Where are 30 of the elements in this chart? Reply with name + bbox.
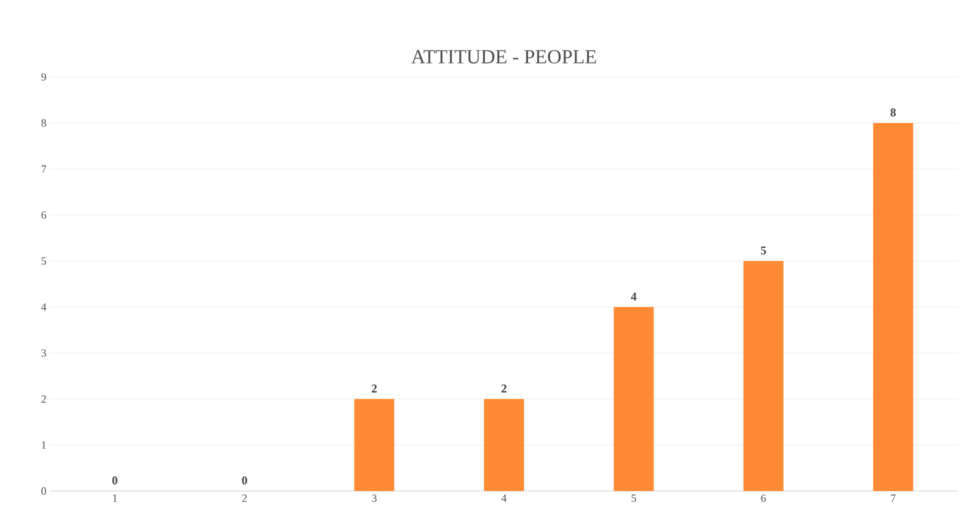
x-tick-label: 2: [242, 494, 247, 502]
x-tick-label: 3: [372, 494, 377, 502]
y-tick-label: 5: [42, 257, 46, 265]
y-tick-label: 7: [42, 165, 46, 173]
x-tick-label: 6: [761, 494, 766, 502]
bar: [354, 399, 394, 491]
y-tick-label: 9: [41, 73, 46, 81]
y-tick-label: 2: [41, 395, 46, 403]
data-label: 0: [242, 476, 248, 484]
bar: [743, 261, 784, 491]
bar: [614, 307, 654, 491]
y-tick-label: 4: [41, 303, 46, 311]
bar: [873, 123, 914, 491]
y-tick-label: 1: [42, 441, 46, 449]
x-tick-label: 4: [501, 494, 507, 502]
data-label: 2: [502, 384, 506, 392]
y-tick-label: 8: [41, 119, 46, 127]
x-tick-label: 7: [891, 494, 896, 502]
chart-title: ATTITUDE - PEOPLE: [411, 50, 596, 64]
data-label: 8: [890, 108, 896, 116]
x-tick-label: 1: [113, 494, 117, 502]
data-label: 2: [372, 384, 377, 392]
y-tick-label: 6: [41, 211, 46, 219]
data-label: 4: [630, 292, 636, 300]
data-label: 5: [760, 246, 766, 254]
bar: [484, 399, 524, 491]
data-label: 0: [112, 476, 118, 484]
y-tick-label: 3: [42, 349, 46, 357]
x-tick-label: 5: [632, 494, 636, 502]
y-tick-label: 0: [41, 487, 46, 495]
